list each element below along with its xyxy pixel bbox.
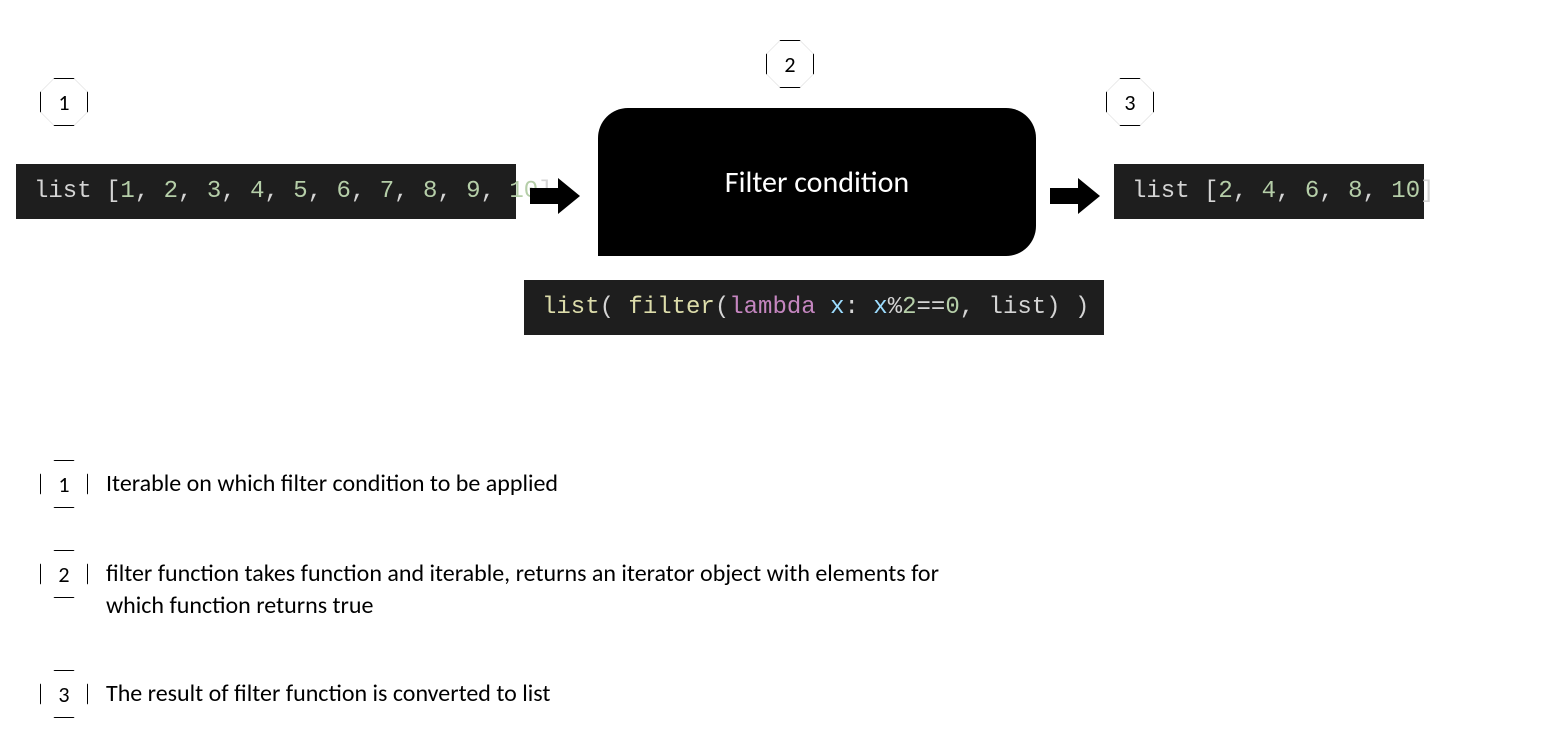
tok-number: 1 (120, 178, 134, 205)
legend-badge-3: 3 (40, 670, 88, 718)
badge-3-label: 3 (1124, 89, 1135, 116)
tok-comma: , (960, 294, 989, 321)
badge-1-label: 1 (58, 89, 69, 116)
tok-number: 4 (1262, 178, 1276, 205)
badge-2-label: 2 (784, 51, 795, 78)
tok-x: x (816, 294, 845, 321)
tok-sep: , (1276, 178, 1305, 205)
tok-number: 10 (1391, 178, 1420, 205)
tok-bracket: [ (1204, 178, 1218, 205)
arrow-shaft-icon (1050, 188, 1078, 204)
tok-paren: ) ) (1046, 294, 1089, 321)
badge-1: 1 (40, 78, 88, 126)
input-list-code: list [1, 2, 3, 4, 5, 6, 7, 8, 9, 10] (16, 164, 516, 219)
legend-item-3: 3 The result of filter function is conve… (40, 670, 550, 718)
tok-sep: , (264, 178, 293, 205)
tok-number: 9 (466, 178, 480, 205)
tok-bracket: ] (1420, 178, 1434, 205)
tok-sep: , (437, 178, 466, 205)
legend-badge-2-label: 2 (58, 561, 69, 588)
legend-text-3: The result of filter function is convert… (106, 670, 550, 710)
tok-bracket: [ (106, 178, 120, 205)
filter-condition-label: Filter condition (725, 164, 909, 201)
tok-number: 5 (293, 178, 307, 205)
tok-filter: filter (628, 294, 714, 321)
tok-paren: ( (600, 294, 629, 321)
tok-eq: == (917, 294, 946, 321)
legend-badge-1-label: 1 (58, 471, 69, 498)
arrow-head-icon (558, 178, 580, 214)
tok-2: 2 (902, 294, 916, 321)
tok-number: 6 (337, 178, 351, 205)
tok-list-prefix: list (1132, 178, 1204, 205)
legend-text-2: filter function takes function and itera… (106, 550, 986, 623)
arrow-1 (530, 178, 580, 214)
tok-number: 8 (423, 178, 437, 205)
tok-x: x (873, 294, 887, 321)
legend-badge-1: 1 (40, 460, 88, 508)
tok-number: 7 (380, 178, 394, 205)
tok-sep: , (308, 178, 337, 205)
legend-badge-2: 2 (40, 550, 88, 598)
filter-expression-code: list( filter(lambda x: x%2==0, list) ) (524, 280, 1104, 335)
tok-sep: , (1319, 178, 1348, 205)
tok-list: list (542, 294, 600, 321)
legend-item-2: 2 filter function takes function and ite… (40, 550, 986, 623)
tok-paren: ( (715, 294, 729, 321)
legend-item-1: 1 Iterable on which filter condition to … (40, 460, 558, 508)
badge-3: 3 (1106, 78, 1154, 126)
tok-0: 0 (945, 294, 959, 321)
tok-mod: % (888, 294, 902, 321)
tok-number: 6 (1305, 178, 1319, 205)
tok-number: 4 (250, 178, 264, 205)
tok-number: 2 (164, 178, 178, 205)
tok-sep: , (394, 178, 423, 205)
tok-number: 8 (1348, 178, 1362, 205)
tok-listvar: list (989, 294, 1047, 321)
tok-sep: , (481, 178, 510, 205)
badge-2: 2 (766, 40, 814, 88)
tok-sep: , (178, 178, 207, 205)
tok-sep: , (1362, 178, 1391, 205)
arrow-shaft-icon (530, 188, 558, 204)
tok-sep: , (351, 178, 380, 205)
arrow-2 (1050, 178, 1100, 214)
tok-lambda: lambda (729, 294, 815, 321)
output-list-code: list [2, 4, 6, 8, 10] (1114, 164, 1424, 219)
tok-sep: , (135, 178, 164, 205)
tok-sep: , (1233, 178, 1262, 205)
legend-text-1: Iterable on which filter condition to be… (106, 460, 558, 500)
legend-badge-3-label: 3 (58, 681, 69, 708)
tok-sep: , (221, 178, 250, 205)
tok-number: 3 (207, 178, 221, 205)
tok-list-prefix: list (34, 178, 106, 205)
arrow-head-icon (1078, 178, 1100, 214)
tok-colon: : (844, 294, 873, 321)
filter-condition-box: Filter condition (598, 108, 1036, 256)
tok-number: 2 (1218, 178, 1232, 205)
